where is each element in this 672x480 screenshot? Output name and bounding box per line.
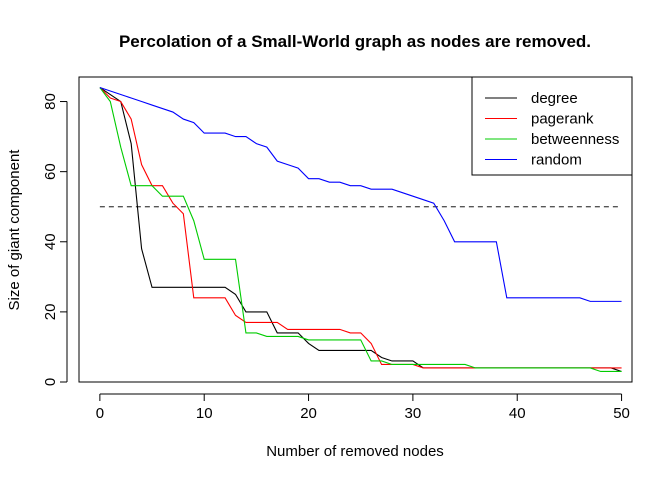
legend-label-degree: degree — [531, 90, 578, 107]
series-line-random — [99, 86, 622, 302]
x-tick-label: 50 — [613, 405, 630, 422]
y-tick-label: 20 — [42, 304, 59, 321]
legend-box — [471, 76, 633, 176]
x-tick-label: 30 — [405, 405, 422, 422]
legend-label-pagerank: pagerank — [531, 111, 594, 128]
chart-title: Percolation of a Small-World graph as no… — [119, 32, 591, 51]
x-tick-label: 40 — [509, 405, 526, 422]
legend-label-random: random — [531, 152, 582, 169]
y-tick-label: 0 — [42, 378, 59, 386]
plot-frame — [78, 76, 633, 383]
x-tick-label: 10 — [196, 405, 213, 422]
y-tick-label: 40 — [42, 233, 59, 250]
x-tick-label: 0 — [96, 405, 104, 422]
x-axis-label: Number of removed nodes — [266, 443, 444, 460]
y-axis: 0 20 40 60 80 — [42, 93, 68, 386]
y-tick-label: 80 — [42, 93, 59, 110]
x-tick-label: 20 — [300, 405, 317, 422]
y-tick-label: 60 — [42, 163, 59, 180]
y-axis-label: Size of giant component — [6, 149, 23, 311]
series-line-betweenness — [99, 87, 622, 373]
legend-label-betweenness: betweenness — [531, 131, 619, 148]
series-group — [99, 86, 622, 373]
legend: degree pagerank betweenness random — [471, 76, 633, 176]
x-axis: 0 10 20 30 40 50 — [96, 393, 630, 422]
